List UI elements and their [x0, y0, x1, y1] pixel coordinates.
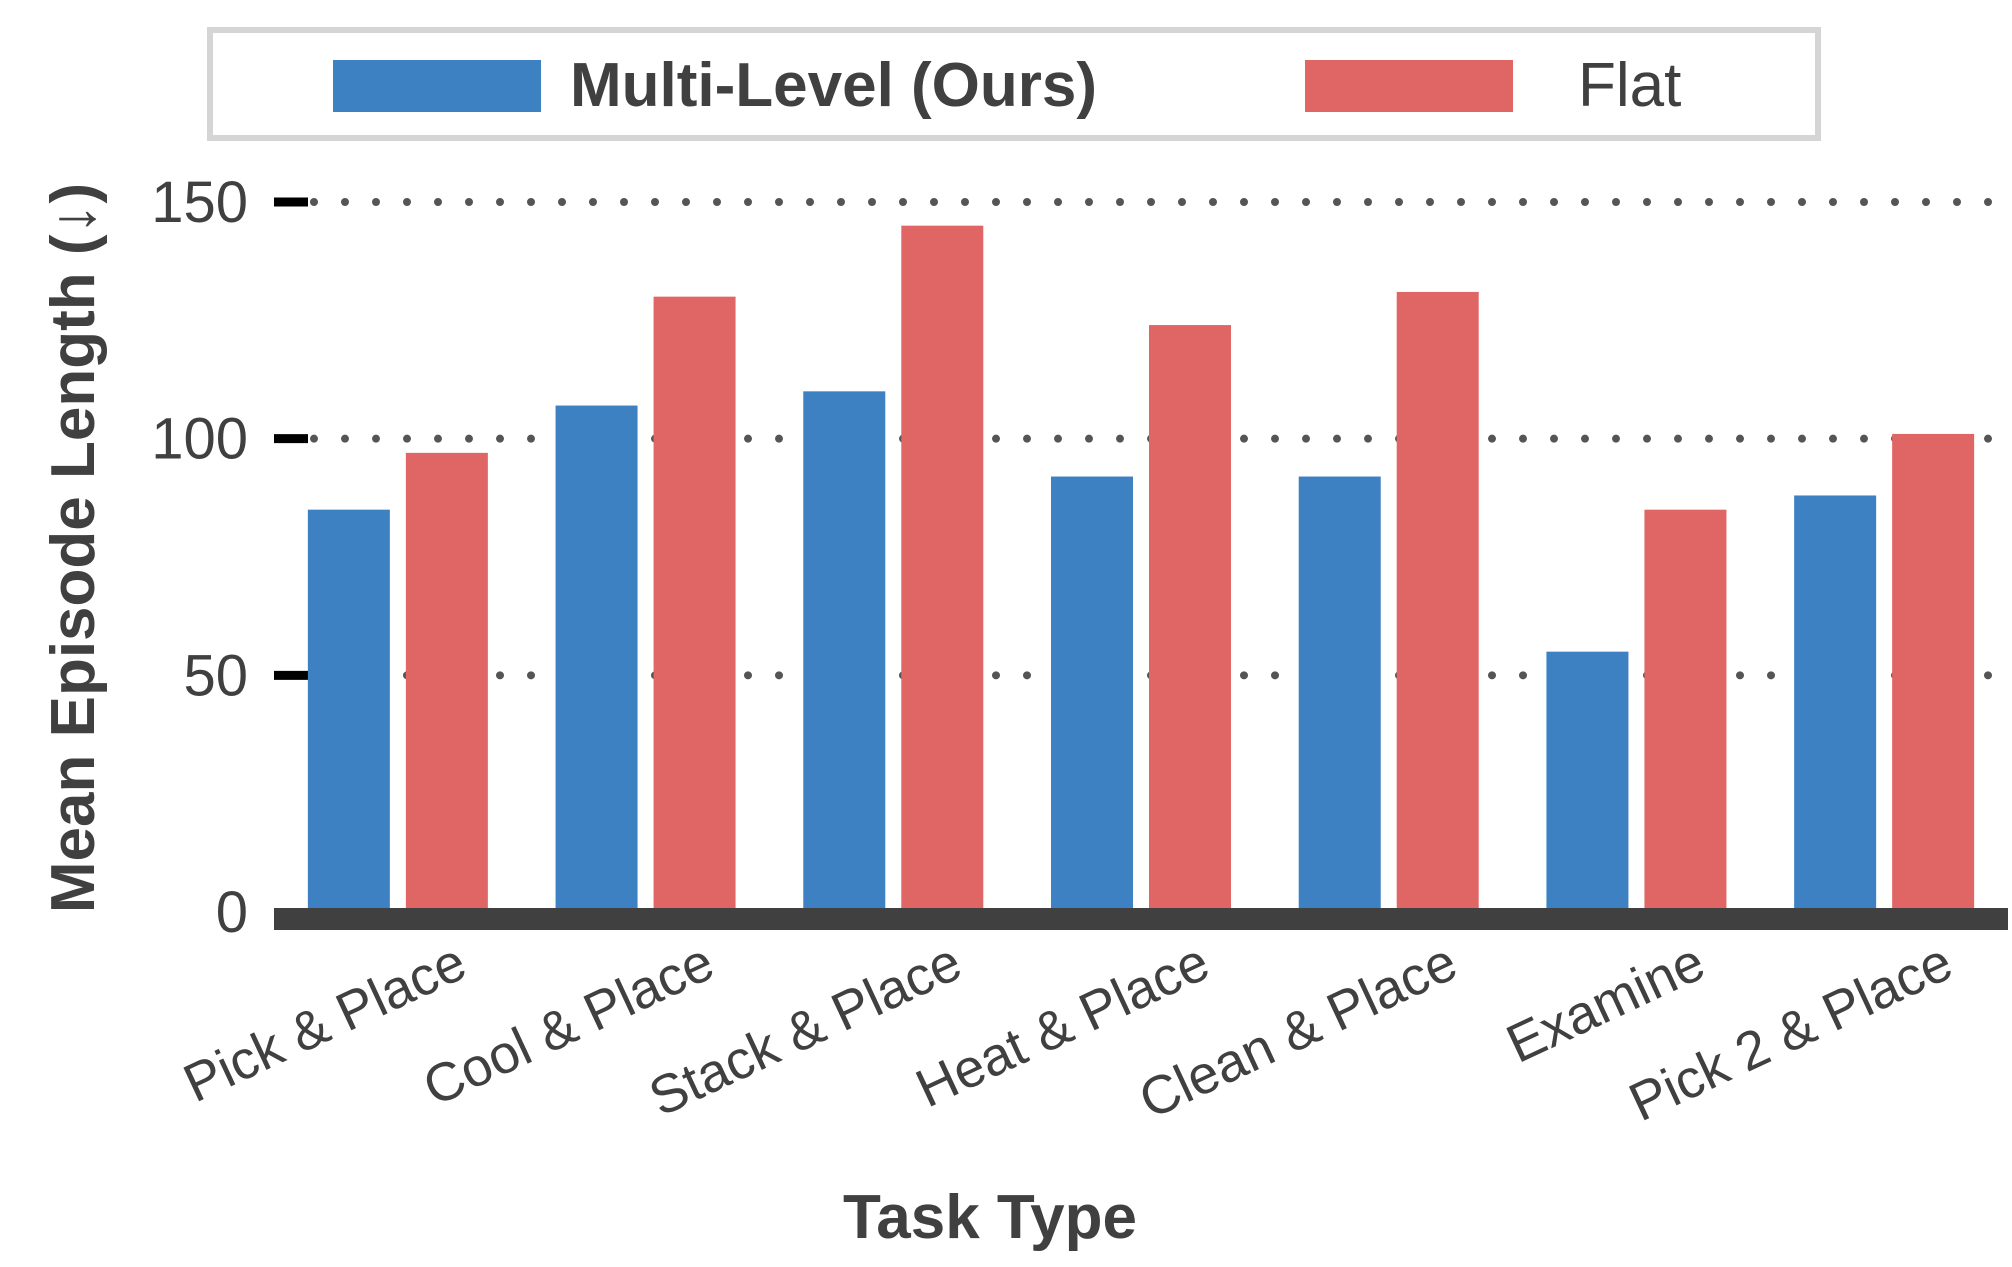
- y-tick-label: 100: [151, 407, 248, 472]
- bar-multi-level: [555, 405, 638, 912]
- bar-flat: [1149, 325, 1231, 913]
- bar-flat: [653, 296, 736, 913]
- legend-swatch-multi-level: [333, 60, 541, 112]
- bar-flat: [901, 225, 984, 912]
- bar-multi-level: [1546, 651, 1629, 912]
- y-axis-ticks: 0 50 100 150: [151, 170, 308, 945]
- bar-multi-level: [1298, 476, 1381, 912]
- bar-flat: [1396, 291, 1479, 912]
- x-axis-line: [274, 908, 2008, 930]
- bar-flat: [405, 452, 488, 912]
- legend-label-multi-level: Multi-Level (Ours): [570, 51, 1097, 120]
- y-tick-label: 50: [183, 643, 248, 708]
- bar-multi-level: [1794, 495, 1877, 912]
- bar-multi-level: [1051, 476, 1133, 912]
- legend-label-flat: Flat: [1578, 51, 1681, 120]
- legend-swatch-flat: [1305, 60, 1513, 112]
- bar-multi-level: [803, 391, 886, 912]
- y-tick-label: 150: [151, 170, 248, 235]
- bar-flat: [1892, 433, 1975, 912]
- y-tick-label: 0: [216, 880, 248, 945]
- bar-flat: [1644, 509, 1727, 912]
- bars: [307, 225, 1975, 913]
- legend: Multi-Level (Ours) Flat: [207, 27, 1821, 141]
- bar-multi-level: [307, 509, 390, 912]
- x-axis-title: Task Type: [843, 1183, 1137, 1252]
- y-axis-title: Mean Episode Length (↓): [39, 183, 108, 913]
